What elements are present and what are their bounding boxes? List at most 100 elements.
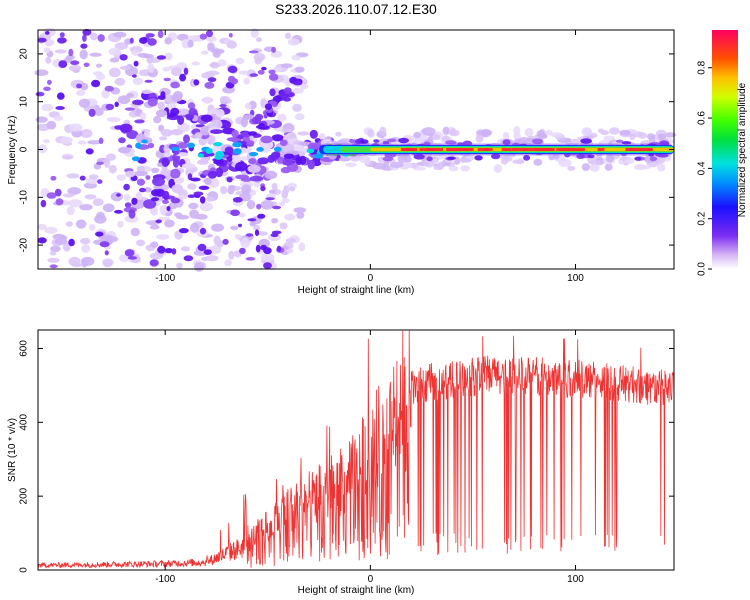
- colorbar-tick-label: 0.6: [697, 111, 708, 125]
- spectral-blob: [171, 184, 184, 194]
- spectral-blob: [276, 245, 282, 252]
- spectral-blob: [548, 155, 555, 161]
- spectrogram-y-label: Frequency (Hz): [7, 116, 18, 185]
- spectral-blob: [170, 168, 181, 179]
- spectral-blob: [558, 159, 572, 167]
- spectral-blob: [123, 183, 130, 191]
- snr-y-tick-label: 600: [19, 340, 30, 357]
- spectral-blob: [164, 219, 175, 228]
- spectral-blob: [313, 153, 324, 159]
- spectral-blob: [442, 126, 450, 135]
- spectral-blob: [96, 211, 105, 220]
- spectral-blob: [474, 155, 483, 161]
- spectral-blob: [91, 79, 101, 88]
- spectral-blob: [144, 79, 153, 83]
- spectral-blob: [62, 242, 71, 252]
- spectral-blob: [283, 87, 292, 95]
- spectral-blob: [83, 62, 90, 67]
- spectral-blob: [124, 202, 132, 208]
- spectral-blob: [460, 157, 471, 163]
- spectral-blob: [249, 175, 264, 182]
- spectral-blob: [493, 164, 503, 173]
- spectral-blob: [159, 136, 168, 141]
- spectral-blob: [213, 159, 224, 165]
- spectral-blob: [284, 32, 292, 39]
- spectral-blob: [65, 221, 73, 227]
- snr-x-label: Height of straight line (km): [298, 585, 415, 596]
- spectral-blob: [281, 63, 293, 68]
- spectral-blob: [581, 127, 592, 137]
- spectral-blob: [162, 67, 170, 72]
- spectrogram-x-label: Height of straight line (km): [298, 285, 415, 296]
- spectral-blob: [263, 247, 272, 255]
- spectral-blob: [545, 129, 553, 136]
- spectral-blob: [269, 88, 276, 97]
- colorbar: 0.0 0.2 0.4 0.6 0.8 Normalized spectral ampl…: [697, 30, 748, 276]
- spectral-blob: [194, 132, 203, 139]
- spectral-blob: [162, 184, 170, 191]
- spectral-blob: [164, 248, 174, 254]
- spectral-blob: [181, 163, 196, 169]
- spectral-blob: [307, 159, 316, 170]
- spectral-blob: [180, 246, 191, 252]
- spectral-blob: [68, 256, 81, 267]
- spectral-blob: [50, 175, 57, 181]
- spectral-blob: [93, 71, 103, 76]
- spectral-blob: [513, 132, 521, 140]
- spectral-blob: [224, 146, 234, 154]
- spectral-blob: [249, 73, 259, 77]
- spectral-blob: [104, 85, 115, 92]
- spectral-blob: [193, 262, 205, 272]
- spectral-blob: [292, 87, 304, 94]
- spectral-blob: [104, 158, 111, 169]
- spectral-blob: [187, 194, 196, 198]
- spectral-blob: [264, 170, 278, 180]
- spectral-blob: [114, 77, 126, 86]
- spectral-blob: [84, 194, 97, 200]
- spectral-blob: [201, 50, 209, 55]
- spectral-blob: [117, 220, 124, 228]
- spectral-blob: [189, 209, 200, 219]
- spectral-blob: [187, 39, 194, 48]
- spectral-blob: [256, 37, 262, 43]
- spectral-blob: [203, 249, 212, 256]
- spectral-blob: [164, 37, 172, 45]
- spectral-blob: [532, 138, 543, 145]
- spectral-blob: [204, 81, 215, 89]
- spectral-blob: [118, 137, 126, 144]
- spectral-blob: [38, 144, 47, 154]
- line-peak: [435, 148, 443, 151]
- spectral-blob: [159, 204, 169, 215]
- spectral-blob: [211, 119, 223, 130]
- spectral-blob: [660, 142, 670, 146]
- snr-x-ticks: -100 0 100: [155, 330, 584, 585]
- spectral-blob: [253, 224, 261, 231]
- spectral-blob: [243, 77, 250, 85]
- spectral-blob: [125, 170, 136, 178]
- spectral-blob: [216, 240, 224, 248]
- spectral-blob: [161, 157, 170, 167]
- snr-y-tick-label: 200: [19, 487, 30, 504]
- spectral-blob: [625, 158, 635, 164]
- snr-frame: [37, 329, 675, 571]
- spectral-blob: [201, 256, 209, 262]
- spectral-blob: [405, 163, 413, 168]
- spectral-blob: [78, 98, 90, 109]
- spectral-blob: [199, 227, 207, 235]
- line-peak: [522, 148, 536, 151]
- spectral-blob: [260, 185, 266, 192]
- spectral-blob: [168, 202, 178, 210]
- spectral-blob: [183, 255, 194, 262]
- spectral-blob: [136, 165, 145, 173]
- spectral-blob: [133, 60, 139, 67]
- spectral-blob: [191, 61, 200, 66]
- spectral-blob: [268, 73, 279, 81]
- spectral-blob: [226, 176, 233, 183]
- spectral-blob: [68, 238, 75, 247]
- spectral-blob: [76, 219, 87, 229]
- spectral-blob: [129, 37, 134, 44]
- spectral-blob: [197, 153, 205, 158]
- spectral-blob: [284, 158, 294, 163]
- spectral-blob: [215, 167, 224, 178]
